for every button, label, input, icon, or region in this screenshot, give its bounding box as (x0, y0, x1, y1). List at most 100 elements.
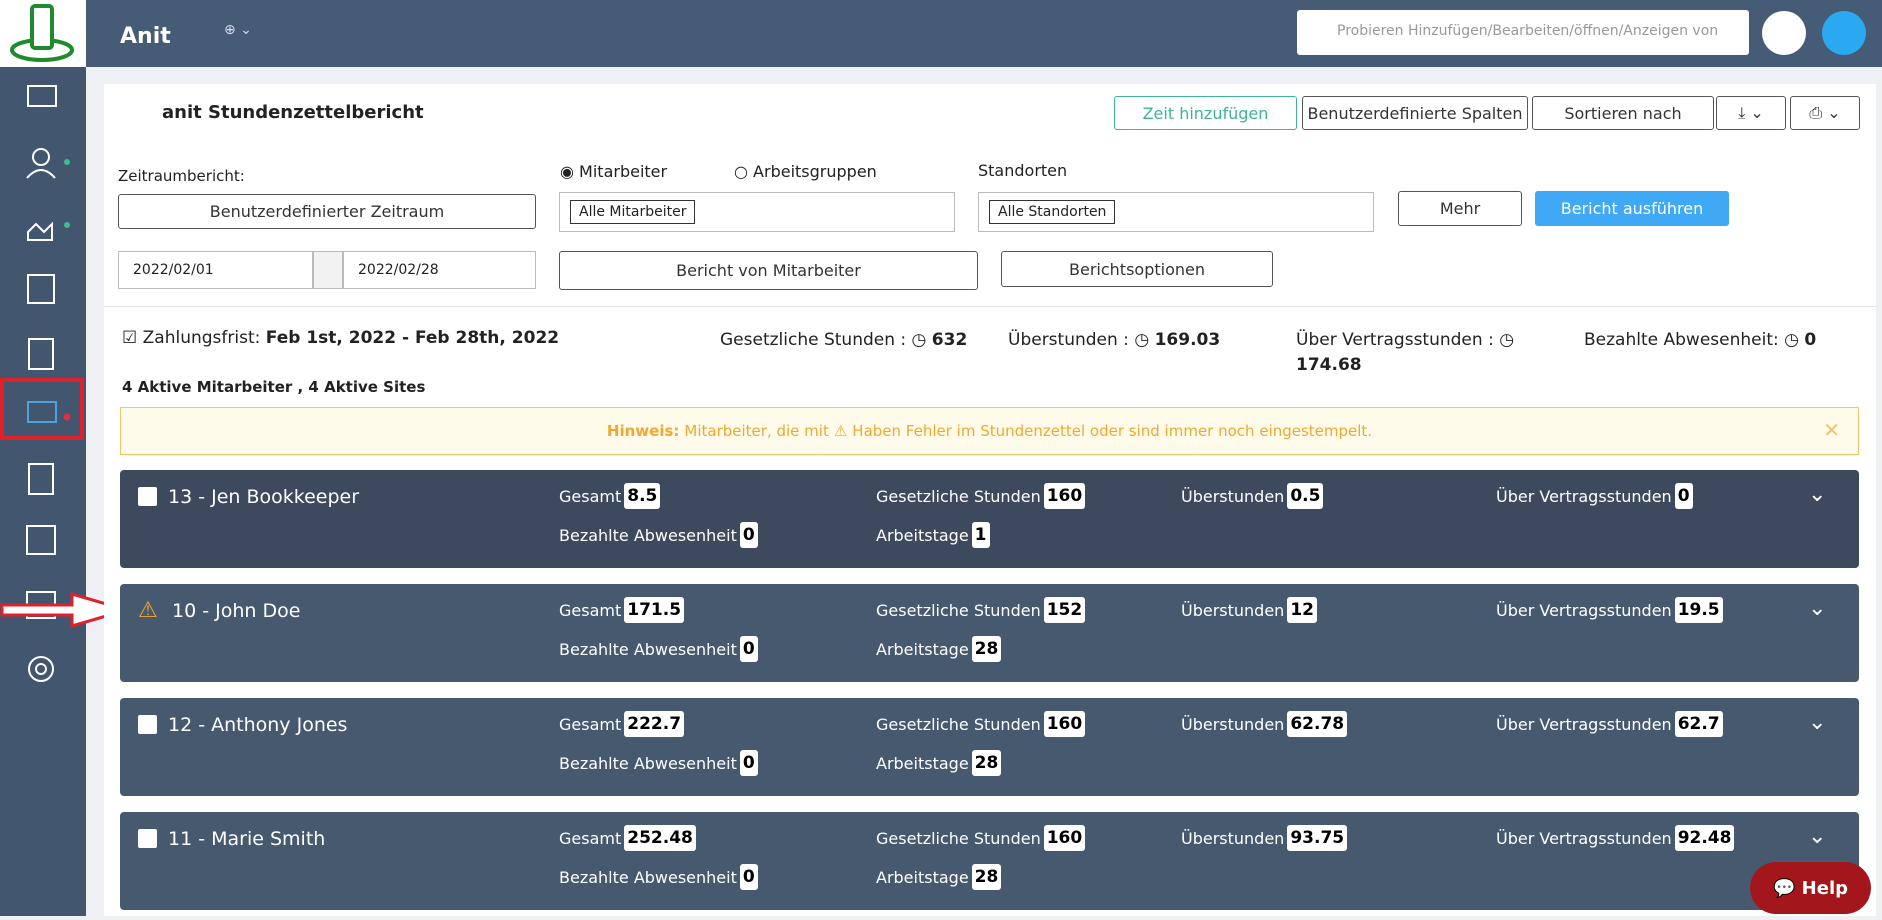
field-value: 222.7 (624, 711, 685, 737)
field: Arbeitstage 28 (876, 750, 1002, 776)
field: Bezahlte Abwesenheit 0 (559, 750, 758, 776)
field-label: Gesetzliche Stunden (876, 486, 1041, 506)
field-label: Bezahlte Abwesenheit (559, 867, 737, 887)
stat: Gesetzliche Stunden : ◷ 632 (720, 330, 968, 350)
employee-row[interactable]: 13 - Jen Bookkeeper ⌄ Gesamt 8.5 Gesetzliche… (120, 470, 1859, 568)
options-button[interactable]: Berichtsoptionen (1001, 251, 1273, 287)
row-checkbox[interactable] (138, 715, 157, 734)
expand-chevron[interactable]: ⌄ (1808, 824, 1827, 849)
add-time-button[interactable]: Zeit hinzufügen (1114, 96, 1297, 130)
field-value: 19.5 (1674, 597, 1723, 623)
field-label: Über Vertragsstunden (1496, 486, 1672, 506)
field: Überstunden 12 (1181, 597, 1317, 623)
employees-select[interactable]: Alle Mitarbeiter (559, 192, 955, 232)
stat-value: 0 (1804, 330, 1817, 350)
field-value: 28 (971, 864, 1002, 890)
help-label: Help (1801, 877, 1848, 899)
pay-period-value: Feb 1st, 2022 - Feb 28th, 2022 (265, 328, 560, 348)
field-label: Gesamt (559, 486, 622, 506)
field-label: Über Vertragsstunden (1496, 714, 1672, 734)
notice-close[interactable]: ✕ (1823, 418, 1840, 442)
field-label: Überstunden (1181, 714, 1285, 734)
red-arrow (0, 592, 133, 628)
field-label: Gesamt (559, 600, 622, 620)
field-value: 62.78 (1287, 711, 1348, 737)
report-title: anit Stundenzettelbericht (162, 102, 424, 123)
row-checkbox[interactable] (138, 829, 157, 848)
field-label: Arbeitstage (876, 639, 969, 659)
field-value: 93.75 (1287, 825, 1348, 851)
field: Gesamt 222.7 (559, 711, 685, 737)
warning-icon: ⚠ (138, 598, 158, 623)
employee-name: 11 - Marie Smith (168, 828, 326, 850)
field-value: 62.7 (1674, 711, 1723, 737)
field-value: 152 (1043, 597, 1086, 623)
expand-chevron[interactable]: ⌄ (1808, 482, 1827, 507)
period-label: Zeitraumbericht: (118, 167, 245, 185)
expand-chevron[interactable]: ⌄ (1808, 710, 1827, 735)
employees-tag: Alle Mitarbeiter (570, 200, 696, 224)
stat: Bezahlte Abwesenheit: ◷ 0 (1584, 330, 1817, 350)
notice-bold: Hinweis: (606, 422, 680, 440)
field: Überstunden 62.78 (1181, 711, 1348, 737)
notifications[interactable] (1762, 11, 1806, 55)
employee-row[interactable]: 11 - Marie Smith ⌄ Gesamt 252.48 Gesetzliche… (120, 812, 1859, 910)
field-label: Überstunden (1181, 600, 1285, 620)
field-value: 0 (739, 522, 758, 548)
field: Arbeitstage 28 (876, 636, 1002, 662)
field-label: Gesetzliche Stunden (876, 828, 1041, 848)
employee-row[interactable]: ⚠ 10 - John Doe ⌄ Gesamt 171.5 Gesetzliche St… (120, 584, 1859, 682)
field-value: 0 (739, 636, 758, 662)
field-value: 92.48 (1674, 825, 1735, 851)
field-value: 252.48 (624, 825, 696, 851)
radio-employees[interactable]: ◉ Mitarbeiter (560, 162, 668, 181)
help-button[interactable]: 💬 Help (1750, 862, 1871, 914)
stat-label: Über Vertragsstunden : (1296, 330, 1494, 350)
currency-switch[interactable]: ⊕ ⌄ (224, 22, 252, 38)
sort-button[interactable]: Sortieren nach (1532, 96, 1714, 130)
print-button[interactable]: ⎙ ⌄ (1790, 96, 1860, 130)
radio-groups[interactable]: ○ Arbeitsgruppen (734, 162, 877, 181)
field: Überstunden 93.75 (1181, 825, 1348, 851)
field-value: 0 (1674, 483, 1693, 509)
stat-label: Bezahlte Abwesenheit: (1584, 330, 1779, 350)
employee-row[interactable]: 12 - Anthony Jones ⌄ Gesamt 222.7 Gesetzlich… (120, 698, 1859, 796)
expand-chevron[interactable]: ⌄ (1808, 596, 1827, 621)
topbar: Anit ⊕ ⌄ Probieren Hinzufügen/Bearbeiten… (86, 0, 1882, 67)
field-label: Arbeitstage (876, 525, 969, 545)
logo-mark (10, 4, 74, 62)
field-value: 0.5 (1287, 483, 1324, 509)
period-select[interactable]: Benutzerdefinierter Zeitraum (118, 194, 536, 229)
stat: Überstunden : ◷ 169.03 (1008, 330, 1221, 350)
field-value: 160 (1043, 483, 1086, 509)
brand: Anit (120, 24, 171, 49)
field-value: 28 (971, 750, 1002, 776)
more-button[interactable]: Mehr (1398, 191, 1522, 226)
employee-name: 12 - Anthony Jones (168, 714, 348, 736)
sidebar-icons (0, 85, 84, 682)
search-box[interactable]: Probieren Hinzufügen/Bearbeiten/öffnen/A… (1297, 10, 1749, 55)
field-label: Über Vertragsstunden (1496, 828, 1672, 848)
field: Überstunden 0.5 (1181, 483, 1324, 509)
field: Gesetzliche Stunden 160 (876, 483, 1086, 509)
locations-select[interactable]: Alle Standorten (978, 192, 1374, 232)
run-report-button[interactable]: Bericht ausführen (1535, 191, 1729, 226)
field-label: Arbeitstage (876, 867, 969, 887)
stat-value: 632 (931, 330, 968, 350)
avatar[interactable] (1822, 11, 1866, 55)
download-button[interactable]: ⤓ ⌄ (1716, 96, 1786, 130)
stat-label: Gesetzliche Stunden : (720, 330, 907, 350)
custom-columns-button[interactable]: Benutzerdefinierte Spalten (1302, 96, 1528, 130)
row-checkbox[interactable] (138, 487, 157, 506)
report-by-button[interactable]: Bericht von Mitarbeiter (559, 251, 978, 290)
end-date[interactable]: 2022/02/28 (343, 251, 536, 289)
field-label: Gesamt (559, 714, 622, 734)
radio-employees-label: Mitarbeiter (579, 162, 668, 181)
start-date[interactable]: 2022/02/01 (118, 251, 313, 289)
divider (104, 306, 1876, 307)
field-label: Bezahlte Abwesenheit (559, 753, 737, 773)
field-value: 8.5 (624, 483, 661, 509)
logo[interactable] (0, 0, 86, 67)
field: Über Vertragsstunden 0 (1496, 483, 1693, 509)
field-label: Überstunden (1181, 486, 1285, 506)
